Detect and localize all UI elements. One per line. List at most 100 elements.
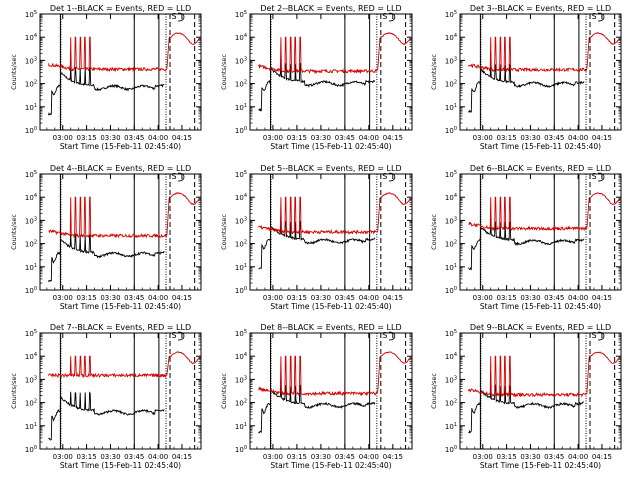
y-tick-label: 104 xyxy=(235,33,247,42)
x-tick-label: 03:30 xyxy=(100,294,120,302)
y-axis-label: Counts/sec xyxy=(10,54,18,90)
series-lld xyxy=(48,32,201,73)
saa-bracket xyxy=(597,331,605,341)
x-tick-label: 04:00 xyxy=(148,294,168,302)
x-tick-label: 04:00 xyxy=(359,294,379,302)
saa-label: S xyxy=(171,172,176,181)
y-axis-label: Counts/sec xyxy=(430,54,438,90)
y-axis-label: Counts/sec xyxy=(430,373,438,409)
y-tick-label: 100 xyxy=(235,286,247,295)
saa-label: S xyxy=(171,331,176,340)
y-tick-label: 102 xyxy=(235,240,247,249)
y-tick-label: 102 xyxy=(235,399,247,408)
y-axis-label: Counts/sec xyxy=(10,214,18,250)
x-tick-label: 04:00 xyxy=(568,453,588,461)
y-tick-label: 102 xyxy=(445,399,457,408)
y-tick-label: 103 xyxy=(445,56,457,65)
y-tick-label: 100 xyxy=(235,126,247,135)
x-axis-label: Start Time (15-Feb-11 02:45:40) xyxy=(60,142,181,151)
panel-title: Det 1--BLACK = Events, RED = LLD xyxy=(50,4,191,13)
y-tick-label: 103 xyxy=(25,56,37,65)
x-tick-label: 03:15 xyxy=(287,134,307,142)
x-tick-label: 03:45 xyxy=(335,294,355,302)
y-tick-label: 105 xyxy=(235,329,247,338)
panel-title: Det 4--BLACK = Events, RED = LLD xyxy=(50,164,191,173)
panel-det-8: Det 8--BLACK = Events, RED = LLD 100 101 10… xyxy=(220,323,413,470)
y-tick-label: 102 xyxy=(25,399,37,408)
series-events xyxy=(258,62,376,112)
y-tick-label: 100 xyxy=(25,126,37,135)
y-tick-label: 100 xyxy=(445,445,457,454)
x-axis-label: Start Time (15-Feb-11 02:45:40) xyxy=(480,302,601,311)
panel-title: Det 9--BLACK = Events, RED = LLD xyxy=(470,323,611,332)
panel-title: Det 7--BLACK = Events, RED = LLD xyxy=(50,323,191,332)
series-events xyxy=(468,384,585,434)
x-tick-label: 03:45 xyxy=(544,294,564,302)
x-tick-label: 03:15 xyxy=(77,453,97,461)
saa-label: S xyxy=(591,172,596,181)
y-tick-label: 104 xyxy=(25,352,37,361)
x-tick-label: 03:45 xyxy=(335,134,355,142)
panel-det-7: Det 7--BLACK = Events, RED = LLD 100 101 10… xyxy=(10,323,202,470)
x-tick-label: 03:00 xyxy=(473,294,493,302)
y-tick-label: 103 xyxy=(235,375,247,384)
x-tick-label: 03:00 xyxy=(53,294,73,302)
saa-label: S xyxy=(591,331,596,340)
y-tick-label: 105 xyxy=(235,170,247,179)
series-events xyxy=(258,219,376,270)
saa-label: S xyxy=(382,331,387,340)
x-tick-label: 03:45 xyxy=(124,134,144,142)
y-tick-label: 104 xyxy=(25,193,37,202)
y-tick-label: 103 xyxy=(25,216,37,225)
y-tick-label: 101 xyxy=(235,263,247,272)
saa-bracket xyxy=(388,12,396,22)
y-tick-label: 101 xyxy=(235,103,247,112)
x-axis-label: Start Time (15-Feb-11 02:45:40) xyxy=(270,461,391,470)
series-events xyxy=(48,232,165,283)
x-tick-label: 03:15 xyxy=(77,134,97,142)
series-events xyxy=(258,384,376,434)
plot-frame xyxy=(459,332,622,450)
y-tick-label: 101 xyxy=(25,263,37,272)
y-tick-label: 105 xyxy=(25,329,37,338)
x-tick-label: 03:00 xyxy=(473,134,493,142)
y-axis-label: Counts/sec xyxy=(220,373,228,409)
x-tick-label: 04:15 xyxy=(383,294,403,302)
x-tick-label: 04:15 xyxy=(592,134,612,142)
x-axis-label: Start Time (15-Feb-11 02:45:40) xyxy=(480,142,601,151)
series-events xyxy=(48,391,165,441)
y-tick-label: 104 xyxy=(445,33,457,42)
panel-title: Det 8--BLACK = Events, RED = LLD xyxy=(260,323,401,332)
y-tick-label: 104 xyxy=(445,352,457,361)
y-tick-label: 102 xyxy=(25,240,37,249)
saa-label: S xyxy=(171,12,176,21)
x-tick-label: 03:00 xyxy=(263,453,283,461)
x-tick-label: 03:45 xyxy=(544,134,564,142)
x-tick-label: 03:15 xyxy=(497,453,517,461)
y-tick-label: 104 xyxy=(25,33,37,42)
x-tick-label: 04:15 xyxy=(383,453,403,461)
y-tick-label: 100 xyxy=(25,286,37,295)
panel-title: Det 6--BLACK = Events, RED = LLD xyxy=(470,164,611,173)
x-tick-label: 03:15 xyxy=(287,294,307,302)
saa-label: S xyxy=(591,12,596,21)
panel-title: Det 3--BLACK = Events, RED = LLD xyxy=(470,4,611,13)
x-tick-label: 04:00 xyxy=(148,134,168,142)
x-tick-label: 03:45 xyxy=(544,453,564,461)
x-tick-label: 03:45 xyxy=(335,453,355,461)
plot-frame xyxy=(249,332,413,450)
x-tick-label: 04:15 xyxy=(592,453,612,461)
x-tick-label: 04:15 xyxy=(172,134,192,142)
y-tick-label: 101 xyxy=(445,263,457,272)
y-tick-label: 101 xyxy=(25,103,37,112)
panel-det-6: Det 6--BLACK = Events, RED = LLD 100 101 10… xyxy=(430,164,622,311)
panel-det-1: Det 1--BLACK = Events, RED = LLD 100 101 10… xyxy=(10,4,202,151)
y-tick-label: 104 xyxy=(445,193,457,202)
y-tick-label: 102 xyxy=(445,80,457,89)
y-tick-label: 102 xyxy=(445,240,457,249)
saa-bracket xyxy=(177,172,185,182)
y-tick-label: 105 xyxy=(445,329,457,338)
y-tick-label: 104 xyxy=(235,193,247,202)
saa-bracket xyxy=(597,12,605,22)
